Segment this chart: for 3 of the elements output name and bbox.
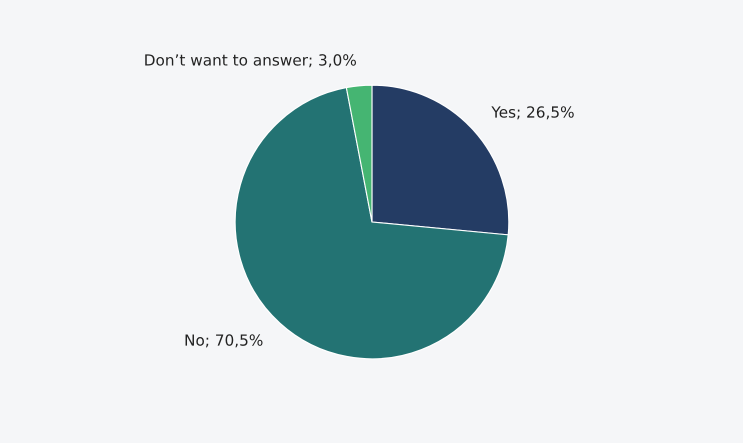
slice-label: Don’t want to answer; 3,0% xyxy=(145,54,356,68)
slice-label: Yes; 26,5% xyxy=(491,106,574,120)
slice-label: No; 70,5% xyxy=(186,334,263,348)
